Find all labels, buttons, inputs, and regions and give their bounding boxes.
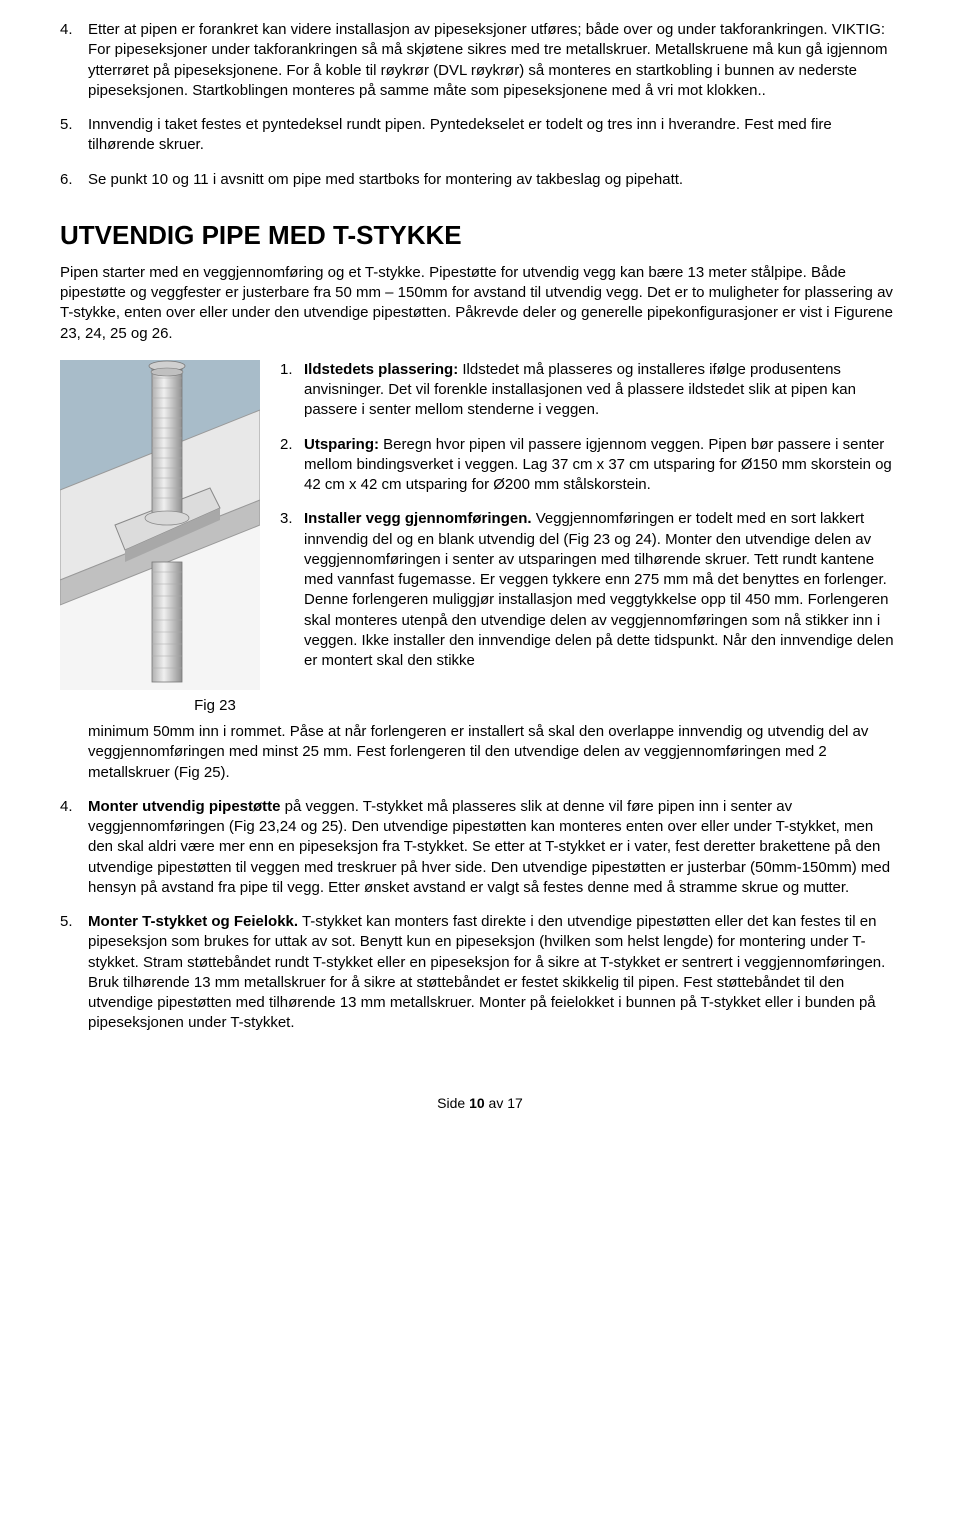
sub-item-number: 3. — [280, 509, 304, 671]
top-list: 4. Etter at pipen er forankret kan vider… — [60, 20, 900, 190]
item-text: Innvendig i taket festes et pyntedeksel … — [88, 115, 900, 156]
sub-item-text: Beregn hvor pipen vil passere igjennom v… — [304, 436, 892, 494]
bottom-list: 4. Monter utvendig pipestøtte på veggen.… — [60, 797, 900, 1034]
item-content: Monter utvendig pipestøtte på veggen. T-… — [88, 797, 900, 898]
figure-section: Fig 23 1. Ildstedets plassering: Ildsted… — [60, 360, 900, 716]
item-number: 4. — [60, 20, 88, 101]
figure-text-column: 1. Ildstedets plassering: Ildstedet må p… — [280, 360, 900, 686]
list-item-5b: 5. Monter T-stykket og Feielokk. T-stykk… — [60, 912, 900, 1034]
item-number: 5. — [60, 912, 88, 1034]
intro-paragraph: Pipen starter med en veggjennomføring og… — [60, 263, 900, 344]
section-heading: UTVENDIG PIPE MED T-STYKKE — [60, 218, 900, 253]
sub-item-text: Veggjennomføringen er todelt med en sort… — [304, 510, 894, 669]
figure-caption: Fig 23 — [170, 696, 260, 716]
sub-item-content: Utsparing: Beregn hvor pipen vil passere… — [304, 435, 900, 496]
item-text: T-stykket kan monters fast direkte i den… — [88, 913, 885, 1031]
sub-item-3: 3. Installer vegg gjennomføringen. Veggj… — [280, 509, 900, 671]
list-item-4b: 4. Monter utvendig pipestøtte på veggen.… — [60, 797, 900, 898]
item-number: 4. — [60, 797, 88, 898]
sub-item-bold: Utsparing: — [304, 436, 379, 453]
list-item-5: 5. Innvendig i taket festes et pyntedeks… — [60, 115, 900, 156]
figure-23-image — [60, 360, 260, 690]
item-bold: Monter T-stykket og Feielokk. — [88, 913, 298, 930]
sub-item-1: 1. Ildstedets plassering: Ildstedet må p… — [280, 360, 900, 421]
item-bold: Monter utvendig pipestøtte — [88, 798, 281, 815]
item-text: Etter at pipen er forankret kan videre i… — [88, 20, 900, 101]
sub-item-bold: Ildstedets plassering: — [304, 361, 458, 378]
list-item-4: 4. Etter at pipen er forankret kan vider… — [60, 20, 900, 101]
item-3-continuation: minimum 50mm inn i rommet. Påse at når f… — [88, 722, 900, 783]
footer-suffix: av 17 — [485, 1095, 523, 1111]
sub-item-content: Ildstedets plassering: Ildstedet må plas… — [304, 360, 900, 421]
figure-column: Fig 23 — [60, 360, 260, 716]
sub-item-number: 2. — [280, 435, 304, 496]
item-number: 6. — [60, 170, 88, 190]
sub-item-2: 2. Utsparing: Beregn hvor pipen vil pass… — [280, 435, 900, 496]
footer-page-number: 10 — [469, 1095, 485, 1111]
sub-item-number: 1. — [280, 360, 304, 421]
footer-prefix: Side — [437, 1095, 469, 1111]
sub-item-bold: Installer vegg gjennomføringen. — [304, 510, 532, 527]
list-item-6: 6. Se punkt 10 og 11 i avsnitt om pipe m… — [60, 170, 900, 190]
sub-item-content: Installer vegg gjennomføringen. Veggjenn… — [304, 509, 900, 671]
item-text: Se punkt 10 og 11 i avsnitt om pipe med … — [88, 170, 900, 190]
page-footer: Side 10 av 17 — [60, 1094, 900, 1113]
item-number: 5. — [60, 115, 88, 156]
item-content: Monter T-stykket og Feielokk. T-stykket … — [88, 912, 900, 1034]
